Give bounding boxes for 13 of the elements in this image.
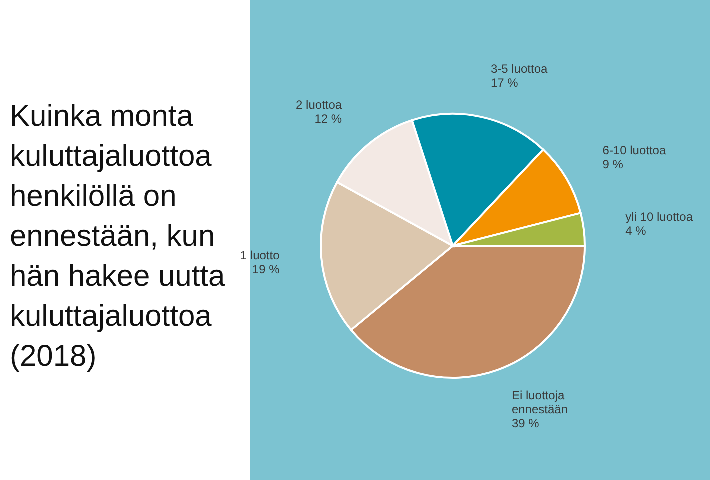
slice-label: Ei luottoja ennestään	[512, 388, 568, 417]
data-label: 9 %	[602, 157, 624, 172]
slice-label: 6-10 luottoa	[602, 143, 666, 158]
text: Kuinka monta kuluttajaluottoa henkilöllä on ennestään, kun hän hakee uutta kuluttajaluottoa (2018)	[10, 100, 226, 373]
data-label: 17 %	[490, 76, 519, 90]
data-label: 4 %	[626, 224, 647, 238]
slice-label: 2 luottoa	[296, 98, 342, 112]
slice-label: yli 10 luottoa	[626, 210, 694, 224]
slice-label: 3-5 luottoa	[490, 62, 548, 76]
data-label: 19 %	[252, 262, 280, 276]
slice-label: 1 luotto	[240, 248, 280, 262]
data-label: 39 %	[512, 416, 540, 431]
data-label: 12 %	[314, 112, 342, 126]
